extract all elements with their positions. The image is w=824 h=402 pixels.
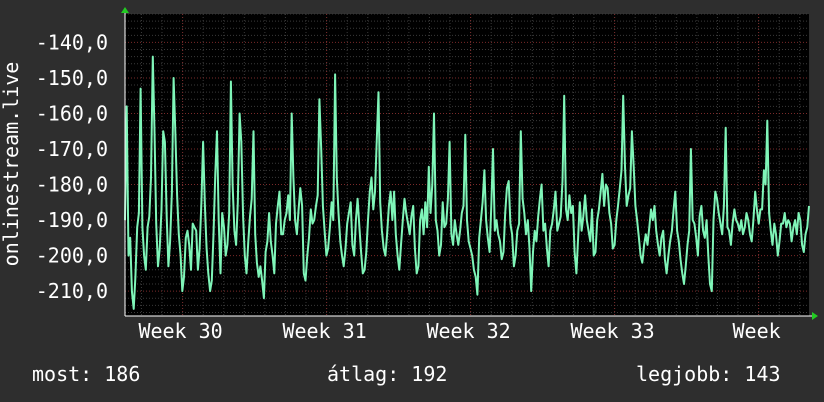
stat-best: legjobb: 143 (636, 362, 781, 386)
stat-now: most: 186 (32, 362, 141, 386)
x-tick-label: Week 33 (570, 319, 654, 343)
x-axis-arrow-icon (812, 312, 818, 320)
y-axis-label: onlinestream.live (0, 62, 23, 267)
stat-average: átlag: 192 (327, 362, 448, 386)
plot-background (125, 14, 809, 316)
y-tick-label: -210,0 (36, 279, 108, 303)
y-tick-label: -170,0 (36, 137, 108, 161)
y-axis-arrow-icon (121, 7, 129, 13)
y-tick-label: -140,0 (36, 30, 108, 54)
x-tick-label: Week 31 (282, 319, 366, 343)
y-tick-label: -180,0 (36, 173, 108, 197)
axes (121, 7, 818, 320)
x-tick-label: Week 32 (426, 319, 510, 343)
x-tick-labels: Week 30 Week 31 Week 32 Week 33 Week (138, 319, 780, 343)
y-tick-label: -190,0 (36, 208, 108, 232)
y-tick-labels: -140,0 -150,0 -160,0 -170,0 -180,0 -190,0 -200… (36, 30, 108, 303)
y-tick-label: -200,0 (36, 244, 108, 268)
series-layer (124, 55, 810, 310)
y-tick-label: -150,0 (36, 66, 108, 90)
x-tick-label: Week 30 (138, 319, 222, 343)
y-axis-label-wrap: onlinestream.live (0, 0, 28, 320)
series-line (124, 55, 810, 310)
x-tick-label: Week (733, 319, 781, 343)
y-tick-label: -160,0 (36, 101, 108, 125)
